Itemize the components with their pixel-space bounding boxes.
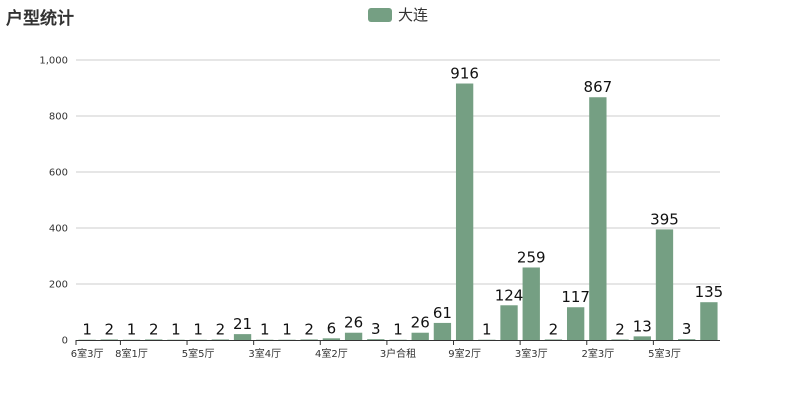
data-label: 21 <box>233 315 252 333</box>
x-tick-label: 9室2厅 <box>448 347 481 360</box>
bar <box>455 83 474 341</box>
bar <box>367 339 385 340</box>
x-tick-label: 4室2厅 <box>315 347 348 360</box>
data-label: 1 <box>393 321 403 339</box>
data-label: 2 <box>149 320 159 338</box>
data-label: 26 <box>344 314 363 332</box>
legend-swatch <box>368 7 392 22</box>
bar <box>322 338 341 340</box>
bar <box>433 322 452 340</box>
data-label: 1 <box>260 321 270 339</box>
x-tick-label: 6室3厅 <box>71 347 104 360</box>
data-label: 124 <box>495 286 524 304</box>
bar <box>522 267 540 340</box>
data-label: 395 <box>650 210 679 228</box>
data-label: 3 <box>371 320 381 338</box>
chart-title: 户型统计 <box>6 9 74 29</box>
data-label: 3 <box>682 320 692 338</box>
x-tick-label: 8室1厅 <box>115 347 148 360</box>
bar <box>344 332 363 340</box>
data-label: 1 <box>82 321 92 339</box>
data-label: 1 <box>482 321 492 339</box>
y-tick-label: 600 <box>49 168 68 179</box>
y-tick-label: 200 <box>49 280 68 291</box>
data-label: 2 <box>615 320 625 338</box>
y-tick-label: 0 <box>62 336 68 347</box>
bar <box>100 339 118 340</box>
x-tick-label: 5室5厅 <box>182 347 215 360</box>
bar <box>300 339 318 340</box>
x-tick-label: 5室3厅 <box>648 347 681 360</box>
data-label: 13 <box>633 317 652 335</box>
x-tick-label: 2室3厅 <box>581 347 614 360</box>
data-label: 2 <box>216 320 226 338</box>
bar <box>700 302 718 340</box>
data-label: 135 <box>695 283 724 301</box>
bar <box>145 339 163 340</box>
x-tick-label: 3户合租 <box>380 347 416 360</box>
y-tick-label: 1,000 <box>39 56 68 67</box>
legend-label: 大连 <box>398 6 429 24</box>
data-label: 259 <box>517 248 546 266</box>
bar <box>211 339 230 340</box>
bar <box>500 305 518 340</box>
bar <box>678 339 696 340</box>
bar <box>544 339 563 340</box>
data-label: 916 <box>450 65 479 83</box>
data-label: 1 <box>282 321 292 339</box>
bar <box>589 97 607 341</box>
bar <box>611 339 629 340</box>
legend-item-dalian[interactable]: 大连 <box>368 4 428 25</box>
y-tick-label: 800 <box>49 112 68 123</box>
bar <box>411 332 429 340</box>
data-label: 1 <box>193 321 203 339</box>
data-label: 1 <box>171 321 181 339</box>
data-label: 1 <box>127 321 137 339</box>
data-label: 2 <box>304 320 314 338</box>
data-label: 6 <box>327 319 337 337</box>
data-label: 2 <box>549 320 559 338</box>
x-tick-label: 3室4厅 <box>248 347 281 360</box>
bar <box>233 334 252 340</box>
x-tick-label: 3室3厅 <box>515 347 548 360</box>
y-tick-label: 400 <box>49 224 68 235</box>
data-label: 867 <box>584 78 613 96</box>
data-label: 2 <box>105 320 115 338</box>
bar <box>633 336 651 340</box>
data-label: 26 <box>411 314 430 332</box>
data-label: 117 <box>561 288 590 306</box>
bar <box>566 307 585 340</box>
bar <box>655 229 674 340</box>
data-label: 61 <box>433 304 452 322</box>
